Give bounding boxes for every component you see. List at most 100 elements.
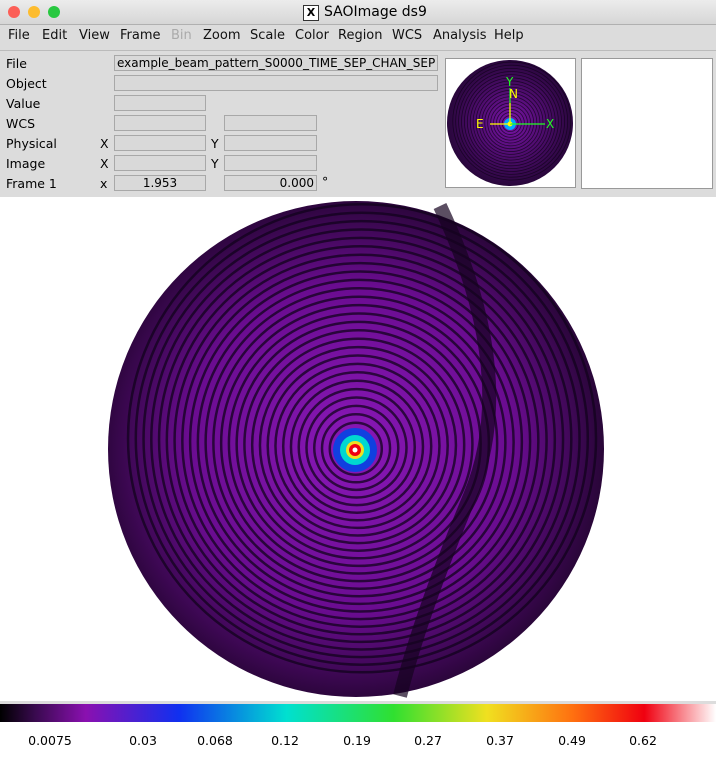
label: Image	[6, 156, 46, 171]
ring	[472, 83, 550, 161]
ring	[455, 64, 569, 178]
ring	[157, 236, 565, 644]
ring	[281, 371, 433, 522]
ring	[126, 203, 598, 674]
wcs-field	[114, 115, 206, 131]
label: X	[100, 136, 109, 151]
title-bar	[0, 0, 716, 25]
rings	[452, 61, 572, 181]
label: File	[6, 56, 27, 71]
ring	[313, 404, 400, 492]
menu-item[interactable]: Help	[494, 28, 524, 43]
ring	[181, 261, 540, 621]
label: Object	[6, 76, 47, 91]
menu-item[interactable]: Edit	[42, 28, 68, 43]
ring	[134, 211, 590, 666]
menu-item[interactable]: Bin	[171, 28, 192, 43]
colorbar-ticks: 0.0075 0.03 0.068 0.12 0.19 0.27 0.37 0.49 0.62	[28, 733, 657, 748]
colorbar-tick-label: 0.19	[343, 733, 371, 748]
colorbar-labels-bg	[0, 722, 716, 763]
ring	[196, 278, 524, 606]
label: WCS	[6, 116, 36, 131]
ring	[243, 329, 474, 560]
file-field: example_beam_pattern_S0000_TIME_SEP_CHAN…	[114, 55, 438, 71]
label: Physical	[6, 136, 57, 151]
menu-item[interactable]: Scale	[250, 28, 285, 43]
colorbar-tick-label: 0.068	[197, 733, 233, 748]
sidelobe-arc	[393, 203, 497, 698]
ring	[289, 379, 425, 514]
menu-item[interactable]: Analysis	[433, 28, 487, 43]
colorbar	[0, 704, 716, 722]
ring	[274, 362, 441, 530]
ring	[461, 71, 562, 172]
frame-x-field: 1.953	[114, 175, 206, 191]
ring	[484, 96, 538, 150]
ring	[250, 337, 466, 552]
frame-y-field: 0.000	[224, 175, 317, 191]
magnifier	[581, 58, 713, 189]
label: Frame 1	[6, 176, 57, 191]
menu-item[interactable]: Color	[295, 28, 329, 43]
ring	[258, 345, 458, 545]
panner: N E X Y	[445, 58, 576, 188]
colorbar-tick-label: 0.03	[129, 733, 157, 748]
object-field	[114, 75, 438, 91]
label: X	[100, 156, 109, 171]
zoom-button[interactable]	[48, 6, 60, 18]
y-axis-label: Y	[505, 75, 514, 89]
north-label: N	[509, 87, 518, 101]
ring	[475, 86, 547, 158]
east-label: E	[476, 117, 484, 131]
minimize-button[interactable]	[28, 6, 40, 18]
ring	[165, 245, 557, 636]
menu-item[interactable]: File	[8, 28, 30, 43]
close-button[interactable]	[8, 6, 20, 18]
window-title: SAOImage ds9	[324, 4, 427, 20]
value-field	[114, 95, 206, 111]
image-area: 0.0075 0.03 0.068 0.12 0.19 0.27 0.37 0.49 0.62	[0, 197, 716, 763]
colorbar-tick-label: 0.37	[486, 733, 514, 748]
ring	[320, 413, 392, 484]
ring	[466, 77, 556, 167]
colorbar-tick-label: 0.12	[271, 733, 299, 748]
ring	[219, 303, 499, 583]
ring	[487, 99, 535, 147]
x11-icon: X	[303, 5, 319, 21]
ring	[328, 421, 384, 476]
menu-item[interactable]: View	[79, 28, 110, 43]
compass	[490, 88, 545, 125]
wcs-field	[224, 115, 317, 131]
label: Y	[211, 156, 219, 171]
ring	[452, 61, 572, 181]
ring	[464, 74, 559, 170]
ring	[458, 67, 565, 175]
ring	[142, 219, 581, 659]
physical-y-field	[224, 135, 317, 151]
label: Y	[211, 136, 219, 151]
label: x	[100, 176, 108, 191]
menu-item[interactable]: Zoom	[203, 28, 241, 43]
rings	[126, 203, 598, 674]
menu-item[interactable]: WCS	[392, 28, 423, 43]
ring	[204, 287, 515, 598]
physical-x-field	[114, 135, 206, 151]
ring	[305, 396, 408, 499]
image-x-field	[114, 155, 206, 171]
ring	[490, 102, 531, 144]
label: °	[322, 174, 329, 189]
ring	[188, 270, 532, 613]
colorbar-tick-label: 0.0075	[28, 733, 72, 748]
menu-item[interactable]: Frame	[120, 28, 161, 43]
colorbar-tick-label: 0.62	[629, 733, 657, 748]
ring	[481, 93, 541, 152]
x-axis-label: X	[546, 117, 554, 131]
ring	[478, 90, 544, 155]
label: Value	[6, 96, 41, 111]
ring	[469, 80, 553, 164]
colorbar-tick-label: 0.27	[414, 733, 442, 748]
menu-item[interactable]: Region	[338, 28, 383, 43]
